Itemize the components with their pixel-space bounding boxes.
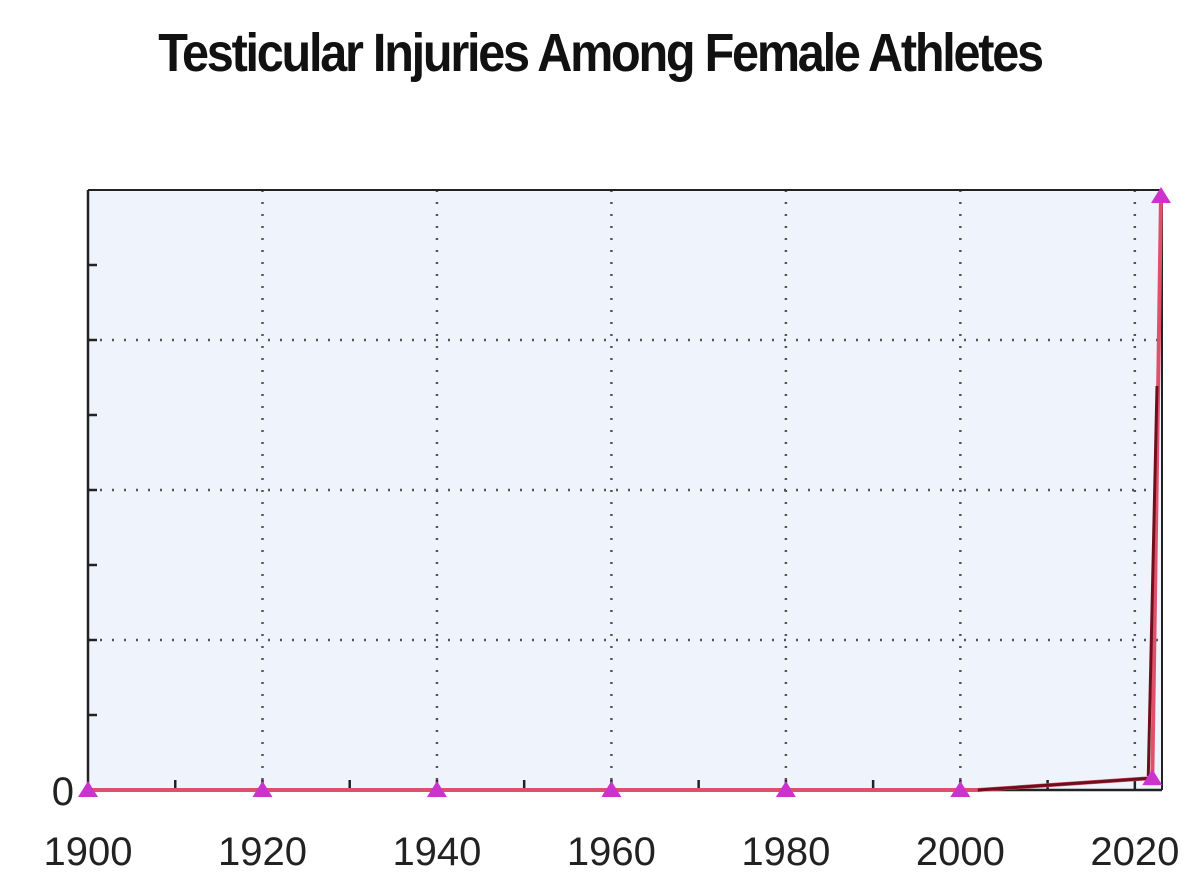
x-tick-label: 1960 [567,830,656,874]
data-markers [78,187,1171,797]
plot-area [88,190,1162,790]
grid-lines [88,190,1162,790]
data-point-marker [1151,187,1171,203]
x-tick-label: 1980 [741,830,830,874]
chart-title: Testicular Injuries Among Female Athlete… [158,23,1044,83]
x-tick-label: 2000 [916,830,1005,874]
x-tick-label: 1900 [44,830,133,874]
y-tick-label: 0 [52,770,74,814]
x-tick-label: 1940 [392,830,481,874]
data-point-marker [601,781,622,797]
x-tick-label: 2020 [1090,830,1179,874]
x-tick-label: 1920 [218,830,307,874]
data-point-marker [426,781,447,797]
data-point-marker [78,781,98,797]
series-spike-segment [1146,385,1159,777]
data-point-marker [775,781,796,797]
series-rise-segment [977,776,1153,792]
data-point-marker [1142,769,1163,786]
data-point-marker [252,781,273,797]
data-point-marker [950,781,971,797]
tick-labels: 1900 1920 1940 1960 1980 2000 2020 0 [44,770,1180,874]
